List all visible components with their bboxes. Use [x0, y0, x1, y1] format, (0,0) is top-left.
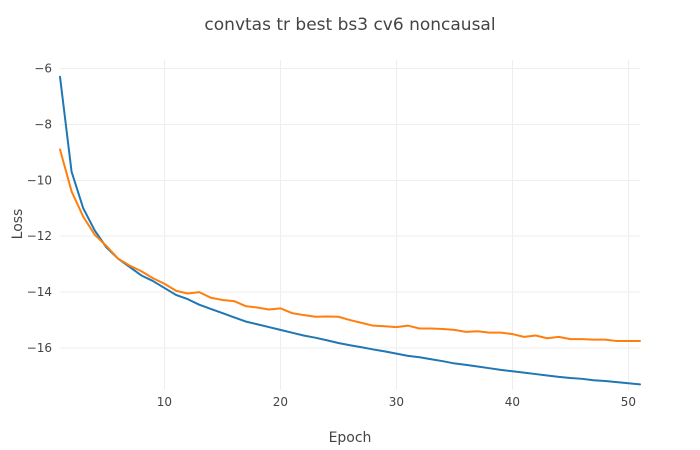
x-tick-label: 50	[621, 395, 636, 409]
y-tick-label: −16	[27, 341, 52, 355]
chart-title: convtas tr best bs3 cv6 noncausal	[204, 15, 495, 35]
series-layer	[59, 75, 641, 386]
series-line-orange	[59, 148, 641, 343]
y-tick-label: −10	[27, 173, 52, 187]
y-tick-label: −14	[27, 285, 52, 299]
y-tick-label: −6	[34, 61, 52, 75]
x-tick-label: 40	[505, 395, 520, 409]
x-tick-label: 10	[157, 395, 172, 409]
x-tick-label: 30	[389, 395, 404, 409]
x-axis-title: Epoch	[329, 430, 372, 446]
y-tick-label: −12	[27, 229, 52, 243]
tick-labels: −6 −8 −10 −12 −14 −16 10 20 30 40 50	[27, 61, 636, 409]
series-line-blue	[59, 75, 641, 386]
grid-layer	[60, 60, 640, 390]
x-tick-label: 20	[273, 395, 288, 409]
y-tick-label: −8	[34, 117, 52, 131]
y-axis-title: Loss	[10, 209, 26, 240]
